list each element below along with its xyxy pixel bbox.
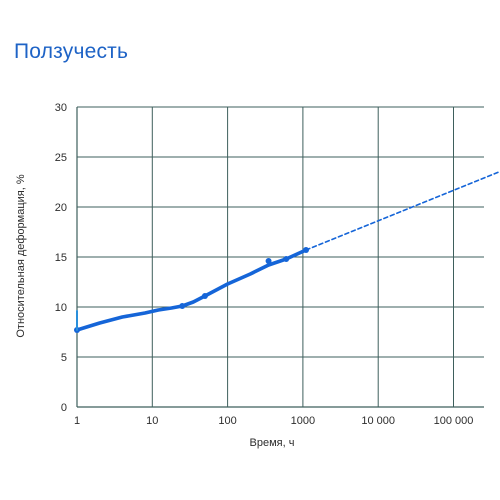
creep-curve-measured [75,248,308,332]
data-point [179,303,186,309]
chart-ticks: 0 5 10 15 20 25 30 1 10 100 1000 10 000 100 000 [55,102,474,427]
creep-curve-extrapolated [305,171,500,251]
y-tick-label: 25 [55,152,67,164]
x-axis-label: Время, ч [250,437,295,449]
y-tick-label: 30 [55,102,67,114]
y-tick-label: 0 [61,402,67,414]
data-point [201,293,208,299]
y-tick-label: 15 [55,252,67,264]
y-tick-label: 10 [55,302,67,314]
x-tick-label: 1000 [291,415,315,427]
data-point [283,256,290,262]
chart-series [74,171,500,333]
y-tick-label: 20 [55,202,67,214]
x-tick-label: 1 [74,415,80,427]
data-point [265,258,272,264]
page-title: Ползучесть [14,40,129,63]
chart-grid [76,106,484,408]
y-tick-label: 5 [61,352,67,364]
y-axis-label: Относительная деформация, % [15,174,27,337]
x-tick-label: 10 000 [361,415,395,427]
x-tick-label: 10 [146,415,158,427]
x-tick-label: 100 000 [434,415,474,427]
x-tick-label: 100 [218,415,236,427]
